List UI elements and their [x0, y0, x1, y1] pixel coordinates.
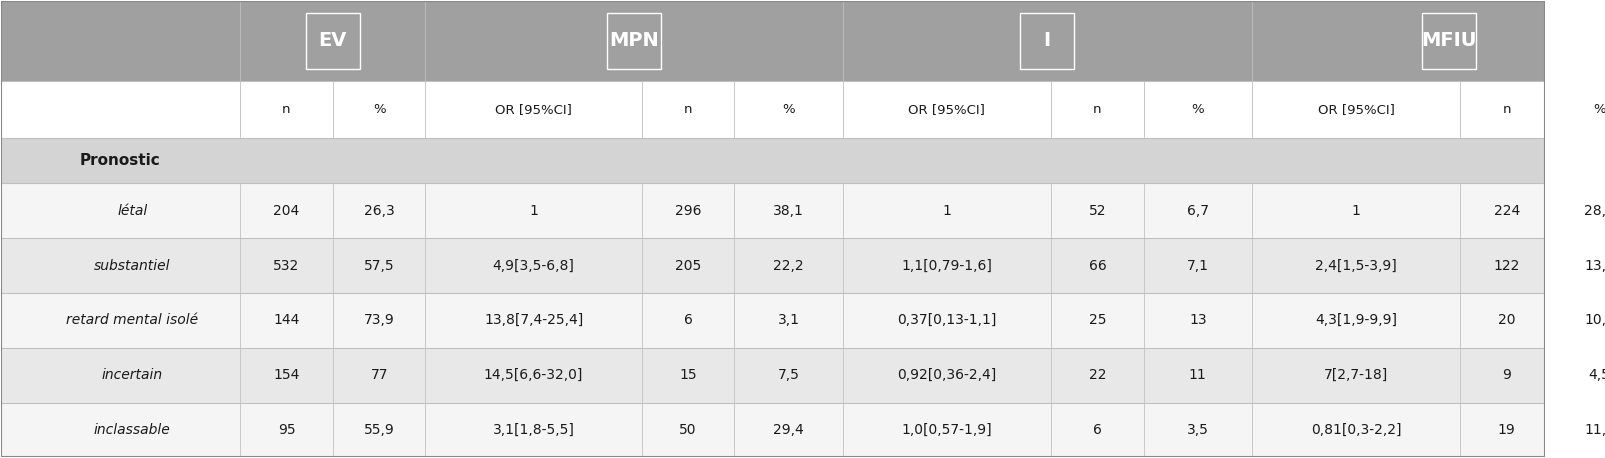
Text: 0,92[0,36-2,4]: 0,92[0,36-2,4]: [897, 368, 997, 382]
Text: 55,9: 55,9: [364, 423, 395, 437]
Text: 3,5: 3,5: [1186, 423, 1209, 437]
Bar: [1422, 13, 1477, 69]
Bar: [0, 81, 1546, 138]
Text: %: %: [1594, 103, 1605, 115]
Text: Pronostic: Pronostic: [80, 153, 160, 168]
Text: I: I: [1043, 31, 1051, 50]
Text: 532: 532: [273, 258, 300, 273]
Text: substantiel: substantiel: [95, 258, 170, 273]
Text: MPN: MPN: [610, 31, 660, 50]
Text: 144: 144: [273, 313, 300, 327]
Text: 1,0[0,57-1,9]: 1,0[0,57-1,9]: [902, 423, 992, 437]
Text: 28,9: 28,9: [1584, 204, 1605, 218]
Text: OR [95%CI]: OR [95%CI]: [496, 103, 571, 115]
Text: 1,1[0,79-1,6]: 1,1[0,79-1,6]: [902, 258, 992, 273]
Text: 13,8[7,4-25,4]: 13,8[7,4-25,4]: [485, 313, 583, 327]
Text: OR [95%CI]: OR [95%CI]: [908, 103, 985, 115]
Text: 14,5[6,6-32,0]: 14,5[6,6-32,0]: [483, 368, 583, 382]
Bar: [0, 348, 1546, 403]
Text: 3,1[1,8-5,5]: 3,1[1,8-5,5]: [493, 423, 575, 437]
Bar: [0, 238, 1546, 293]
Text: 11: 11: [1189, 368, 1207, 382]
Text: n: n: [1502, 103, 1510, 115]
Bar: [1021, 13, 1074, 69]
Text: 6: 6: [684, 313, 692, 327]
Text: 4,3[1,9-9,9]: 4,3[1,9-9,9]: [1314, 313, 1396, 327]
Text: 122: 122: [1494, 258, 1520, 273]
Text: 7,5: 7,5: [777, 368, 799, 382]
Text: n: n: [1093, 103, 1101, 115]
Text: 224: 224: [1494, 204, 1520, 218]
Bar: [0, 293, 1546, 348]
Text: incertain: incertain: [101, 368, 164, 382]
Text: 7,1: 7,1: [1186, 258, 1209, 273]
Text: OR [95%CI]: OR [95%CI]: [1318, 103, 1395, 115]
Text: n: n: [282, 103, 291, 115]
Text: n: n: [684, 103, 692, 115]
Text: 4,9[3,5-6,8]: 4,9[3,5-6,8]: [493, 258, 575, 273]
Text: létal: létal: [117, 204, 148, 218]
Text: 204: 204: [273, 204, 300, 218]
Text: 0,37[0,13-1,1]: 0,37[0,13-1,1]: [897, 313, 997, 327]
Text: 25: 25: [1088, 313, 1106, 327]
Text: 6,7: 6,7: [1186, 204, 1209, 218]
Text: 13,2: 13,2: [1584, 258, 1605, 273]
Text: 77: 77: [371, 368, 388, 382]
Bar: [0, 183, 1546, 238]
Text: 95: 95: [278, 423, 295, 437]
Bar: [0, 138, 1546, 183]
Text: 22,2: 22,2: [774, 258, 804, 273]
Text: 57,5: 57,5: [364, 258, 395, 273]
Bar: [307, 13, 360, 69]
Text: %: %: [1191, 103, 1204, 115]
Text: 66: 66: [1088, 258, 1106, 273]
Text: 154: 154: [273, 368, 300, 382]
Text: 10,3: 10,3: [1584, 313, 1605, 327]
Text: 26,3: 26,3: [364, 204, 395, 218]
Text: 9: 9: [1502, 368, 1512, 382]
Text: %: %: [782, 103, 794, 115]
Text: 73,9: 73,9: [364, 313, 395, 327]
Text: 4,5: 4,5: [1589, 368, 1605, 382]
Text: 2,4[1,5-3,9]: 2,4[1,5-3,9]: [1314, 258, 1396, 273]
Text: 7[2,7-18]: 7[2,7-18]: [1324, 368, 1388, 382]
Text: EV: EV: [319, 31, 347, 50]
Text: 11,2: 11,2: [1584, 423, 1605, 437]
Bar: [0, 1, 1546, 81]
Text: 50: 50: [679, 423, 697, 437]
Text: %: %: [372, 103, 385, 115]
Text: 52: 52: [1088, 204, 1106, 218]
Text: 38,1: 38,1: [774, 204, 804, 218]
Text: 1: 1: [1351, 204, 1361, 218]
Text: 205: 205: [676, 258, 701, 273]
Text: 0,81[0,3-2,2]: 0,81[0,3-2,2]: [1311, 423, 1401, 437]
Text: 1: 1: [942, 204, 952, 218]
Text: 296: 296: [674, 204, 701, 218]
Text: 22: 22: [1088, 368, 1106, 382]
Text: 13: 13: [1189, 313, 1207, 327]
Bar: [607, 13, 661, 69]
Text: 20: 20: [1497, 313, 1515, 327]
Text: inclassable: inclassable: [95, 423, 170, 437]
Text: 6: 6: [1093, 423, 1101, 437]
Text: MFIU: MFIU: [1420, 31, 1477, 50]
Text: 3,1: 3,1: [777, 313, 799, 327]
Text: 29,4: 29,4: [774, 423, 804, 437]
Text: 1: 1: [530, 204, 538, 218]
Text: retard mental isolé: retard mental isolé: [66, 313, 199, 327]
Bar: [0, 403, 1546, 457]
Text: 15: 15: [679, 368, 697, 382]
Text: 19: 19: [1497, 423, 1515, 437]
